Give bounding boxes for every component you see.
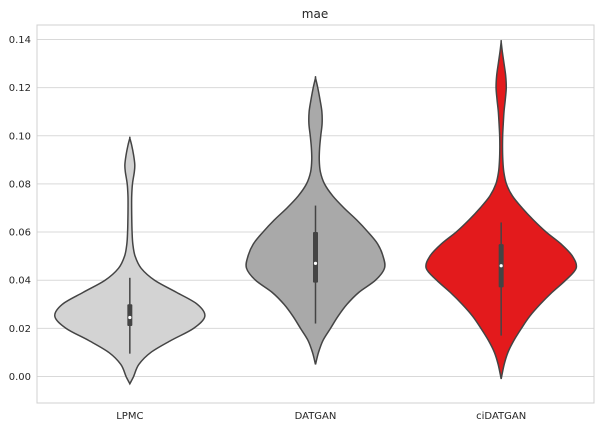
violins (54, 39, 578, 386)
y-tick-label: 0.06 (9, 228, 31, 239)
y-tick-label: 0.00 (9, 372, 31, 383)
median-marker-cidatgan (499, 264, 503, 268)
iqr-box-datgan (313, 232, 318, 283)
x-tick-label: DATGAN (295, 411, 337, 422)
chart-title: mae (302, 7, 328, 21)
y-tick-label: 0.02 (9, 324, 31, 335)
plot-frame (36, 24, 595, 404)
axes: 0.00 0.02 0.04 0.06 0.08 0.10 0.12 0.14 LPMC DATG… (9, 24, 595, 422)
violin-cidatgan (425, 39, 578, 380)
y-tick-label: 0.12 (9, 83, 31, 94)
iqr-box-lpmc (127, 304, 133, 326)
y-tick-label: 0.10 (9, 131, 31, 142)
x-tick-label: ciDATGAN (476, 411, 526, 422)
x-tick-label: LPMC (116, 411, 143, 422)
median-marker-datgan (313, 261, 318, 265)
violin-lpmc (54, 136, 206, 386)
y-tick-label: 0.04 (9, 276, 31, 287)
median-marker-lpmc (128, 315, 132, 320)
y-tick-label: 0.08 (9, 179, 31, 190)
y-tick-label: 0.14 (9, 35, 31, 46)
